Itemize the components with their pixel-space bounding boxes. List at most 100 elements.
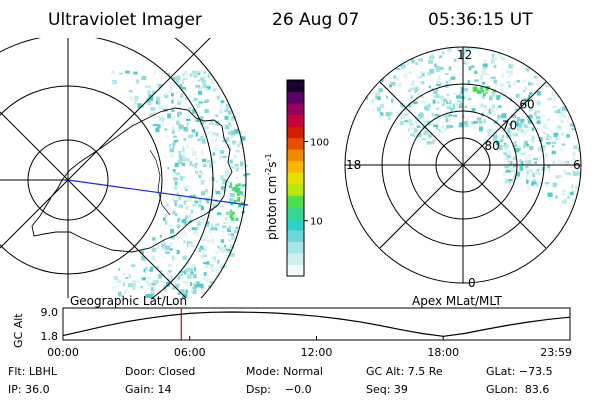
emission-pixel <box>460 102 464 108</box>
emission-pixel <box>502 92 506 97</box>
emission-pixel <box>378 88 384 93</box>
status-gc-alt: GC Alt: 7.5 Re <box>366 365 443 378</box>
emission-pixel <box>161 294 166 298</box>
emission-pixel <box>201 254 207 258</box>
emission-pixel <box>413 128 418 134</box>
emission-pixel <box>455 57 460 62</box>
emission-pixel <box>188 107 192 112</box>
emission-pixel <box>506 81 511 84</box>
emission-pixel <box>486 73 489 76</box>
mlt-label-6: 6 <box>573 158 581 172</box>
emission-pixel <box>512 163 515 168</box>
emission-pixel <box>442 98 447 102</box>
emission-pixel <box>189 99 193 103</box>
emission-pixel <box>579 197 581 201</box>
emission-pixel <box>505 170 511 173</box>
emission-pixel <box>197 79 201 82</box>
emission-pixel <box>240 201 244 205</box>
emission-pixel <box>131 280 137 285</box>
emission-pixel <box>571 158 576 161</box>
colorbar-segment <box>287 126 304 139</box>
emission-pixel <box>134 97 138 102</box>
emission-pixel <box>444 114 449 118</box>
emission-pixel <box>127 283 133 288</box>
emission-pixel <box>525 68 530 72</box>
emission-pixel <box>215 190 221 195</box>
emission-pixel <box>201 80 206 84</box>
emission-pixel <box>510 70 513 76</box>
mlat-label: 60 <box>519 98 534 112</box>
emission-pixel <box>527 185 531 191</box>
emission-pixel <box>200 205 204 211</box>
emission-pixel <box>186 144 189 149</box>
emission-pixel <box>183 293 188 297</box>
emission-pixel <box>181 87 186 90</box>
emission-pixel <box>199 170 203 173</box>
emission-pixel <box>230 252 235 257</box>
emission-pixel <box>493 56 498 61</box>
emission-pixel <box>522 128 527 134</box>
emission-pixel <box>397 60 403 64</box>
emission-pixel <box>179 174 183 179</box>
emission-pixel <box>174 213 178 216</box>
emission-pixel <box>188 271 194 275</box>
emission-pixel <box>197 85 203 91</box>
emission-pixel <box>551 91 557 96</box>
emission-pixel <box>522 121 525 127</box>
emission-pixel <box>401 63 406 69</box>
emission-pixel <box>133 71 138 75</box>
emission-pixel <box>417 133 422 138</box>
emission-pixel <box>161 242 167 248</box>
emission-pixel <box>511 166 515 170</box>
emission-pixel <box>487 86 491 90</box>
emission-pixel <box>415 62 418 65</box>
timeline-x-tick-label: 23:59 <box>540 346 572 359</box>
emission-pixel <box>132 285 136 291</box>
emission-pixel <box>200 135 204 139</box>
emission-pixel <box>212 256 217 262</box>
emission-pixel <box>150 107 156 111</box>
emission-pixel <box>547 97 553 101</box>
timeline-x-tick-label: 00:00 <box>47 346 79 359</box>
emission-pixel <box>201 191 206 196</box>
emission-pixel <box>174 278 178 282</box>
emission-pixel <box>164 92 168 96</box>
emission-pixel <box>411 60 415 64</box>
emission-pixel <box>497 114 502 120</box>
meridian <box>67 179 187 298</box>
colorbar-tick-label: 100 <box>310 138 329 149</box>
emission-pixel <box>158 274 163 279</box>
emission-pixel <box>205 221 210 226</box>
emission-pixel <box>177 128 180 132</box>
emission-pixel <box>491 131 496 136</box>
emission-pixel <box>535 182 539 187</box>
emission-pixel <box>201 158 207 163</box>
emission-pixel <box>221 230 225 233</box>
emission-pixel <box>508 181 511 184</box>
emission-pixel <box>503 152 509 155</box>
emission-pixel <box>434 114 438 117</box>
emission-pixel <box>551 150 556 155</box>
emission-pixel <box>200 254 204 260</box>
emission-pixel <box>481 106 484 110</box>
emission-pixel <box>178 154 182 157</box>
emission-pixel <box>403 73 408 78</box>
emission-pixel <box>557 159 563 164</box>
colorbar-segment <box>287 229 304 242</box>
emission-pixel <box>438 128 442 133</box>
mlt-line-diag <box>379 81 547 249</box>
emission-pixel <box>476 117 482 121</box>
emission-pixel <box>227 233 231 236</box>
emission-pixel <box>541 130 546 133</box>
emission-pixel <box>426 141 431 145</box>
status-filter: Flt: LBHL <box>8 365 58 378</box>
emission-pixel <box>154 236 157 241</box>
emission-pixel <box>448 66 452 71</box>
emission-pixel <box>411 101 415 106</box>
emission-pixel <box>587 158 590 162</box>
colorbar-frame <box>286 79 305 277</box>
emission-pixel <box>542 145 546 151</box>
emission-pixel <box>167 263 172 267</box>
emission-pixel <box>230 209 233 214</box>
